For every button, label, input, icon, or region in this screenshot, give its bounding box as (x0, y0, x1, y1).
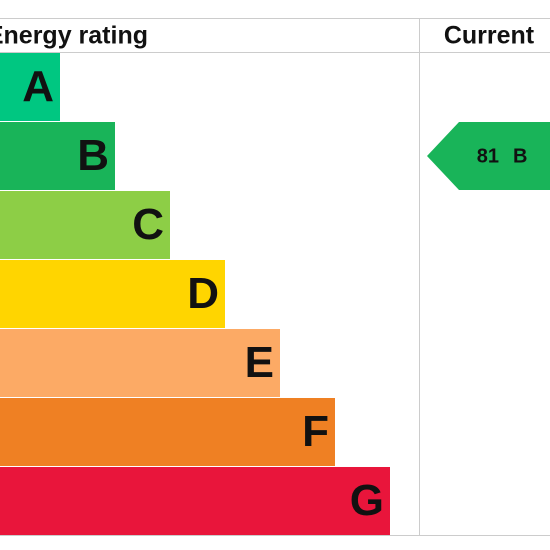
current-value: 81 (477, 145, 499, 167)
band-letter: A (22, 62, 54, 111)
current-band: B (513, 145, 527, 167)
header-current: Current (444, 22, 535, 50)
band-bar (0, 122, 115, 190)
band-bar (0, 53, 60, 121)
band-letter: B (77, 131, 109, 180)
band-letter: G (350, 476, 384, 525)
band-bar (0, 260, 225, 328)
band-bar (0, 467, 390, 535)
header-title: Energy rating (0, 22, 148, 50)
band-letter: C (132, 200, 164, 249)
band-letter: E (245, 338, 274, 387)
band-letter: D (187, 269, 219, 318)
band-bar (0, 398, 335, 466)
band-bar (0, 329, 280, 397)
band-letter: F (302, 407, 329, 456)
band-bar (0, 191, 170, 259)
current-arrow (427, 122, 550, 190)
